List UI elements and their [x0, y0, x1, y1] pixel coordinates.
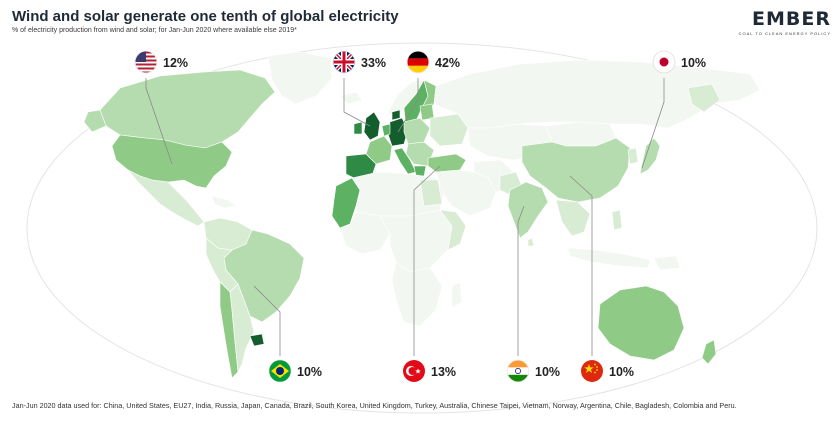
- region-australia: [597, 285, 685, 361]
- region-japan: [639, 137, 661, 175]
- callout-germany: 42%: [406, 50, 460, 74]
- callout-turkey-value: 13%: [431, 365, 456, 379]
- leader-line-china: [569, 175, 593, 356]
- region-iceland: [339, 91, 363, 105]
- region-greece: [413, 165, 427, 177]
- region-middle-east: [435, 169, 497, 217]
- region-southeast-asia: [555, 199, 591, 237]
- leader-line-brazil: [253, 285, 281, 356]
- region-benelux: [381, 123, 391, 137]
- callout-brazil-value: 10%: [297, 365, 322, 379]
- region-egypt: [419, 179, 443, 207]
- region-korea: [627, 147, 639, 165]
- region-caribbean: [211, 195, 237, 209]
- logo-tagline: COAL TO CLEAN ENERGY POLICY: [738, 31, 831, 36]
- region-southern-africa: [391, 261, 443, 327]
- uk-flag-icon: [332, 50, 356, 74]
- region-china: [521, 137, 631, 203]
- region-indonesia: [567, 247, 651, 269]
- callout-india: 10%: [506, 359, 560, 383]
- brazil-flag-icon: [268, 359, 292, 383]
- region-png: [653, 255, 681, 271]
- callout-germany-value: 42%: [435, 56, 460, 70]
- ember-logo: EMBER COAL TO CLEAN ENERGY POLICY: [739, 8, 831, 36]
- callout-china-value: 10%: [609, 365, 634, 379]
- leader-line-uk: [343, 78, 371, 127]
- region-argentina: [229, 283, 255, 374]
- leader-lines: [145, 78, 665, 356]
- callout-china: 10%: [581, 360, 634, 382]
- callout-brazil: 10%: [268, 359, 322, 383]
- region-east-africa: [439, 209, 467, 251]
- india-flag-icon: [506, 359, 530, 383]
- page-title: Wind and solar generate one tenth of glo…: [12, 8, 399, 25]
- footer-note: Jan-Jun 2020 data used for: China, Unite…: [12, 401, 737, 410]
- leader-line-japan: [641, 78, 665, 169]
- callout-usa: 12%: [134, 50, 188, 74]
- us-flag-icon: [134, 50, 158, 74]
- callout-turkey: 13%: [403, 360, 456, 382]
- callout-usa-value: 12%: [163, 56, 188, 70]
- callout-uk: 33%: [332, 50, 386, 74]
- region-kamchatka: [687, 83, 721, 113]
- leader-line-germany: [397, 78, 419, 133]
- logo-name: EMBER: [752, 8, 831, 30]
- region-uruguay: [249, 333, 265, 347]
- callout-india-value: 10%: [535, 365, 560, 379]
- leader-line-usa: [145, 78, 173, 165]
- china-flag-icon: [581, 360, 603, 382]
- leader-line-turkey: [413, 165, 441, 356]
- region-sri-lanka: [527, 237, 535, 247]
- region-ireland: [353, 121, 363, 135]
- region-madagascar: [451, 281, 463, 309]
- callout-uk-value: 33%: [361, 56, 386, 70]
- callout-japan-value: 10%: [681, 56, 706, 70]
- japan-flag-icon: [652, 50, 676, 74]
- region-greenland: [267, 51, 333, 105]
- leader-line-india: [517, 205, 525, 356]
- germany-flag-icon: [406, 50, 430, 74]
- page-subtitle: % of electricity production from wind an…: [12, 27, 297, 34]
- region-philippines: [611, 209, 623, 231]
- region-uk: [363, 111, 381, 141]
- callout-japan: 10%: [652, 50, 706, 74]
- region-new-zealand: [701, 339, 717, 365]
- turkey-flag-icon: [403, 360, 425, 382]
- region-alaska: [83, 109, 107, 133]
- region-denmark: [391, 109, 401, 121]
